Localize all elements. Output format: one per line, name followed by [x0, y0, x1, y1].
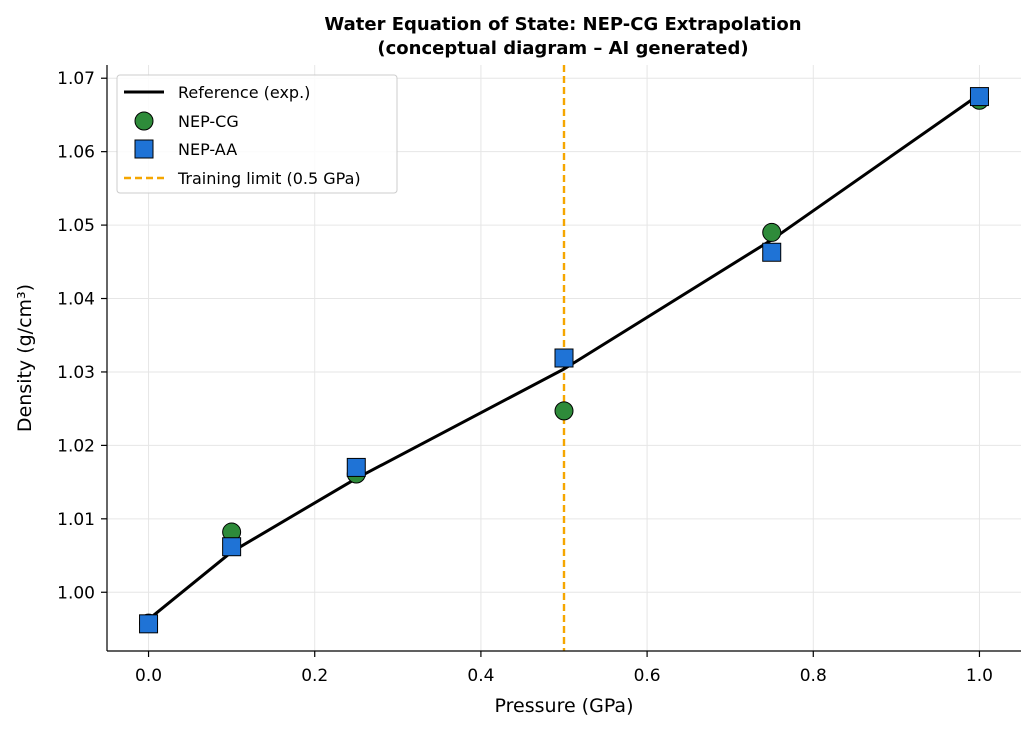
x-tick-label: 0.2 — [301, 666, 328, 686]
chart-subtitle: (conceptual diagram – AI generated) — [377, 38, 748, 59]
reference-line — [147, 93, 981, 621]
y-tick-label: 1.02 — [57, 436, 95, 456]
legend-label-reference: Reference (exp.) — [178, 83, 310, 102]
y-tick-label: 1.07 — [57, 69, 95, 89]
legend-label-training-limit: Training limit (0.5 GPa) — [177, 169, 361, 188]
legend-nep-cg-marker — [134, 111, 154, 131]
nep-aa-point — [969, 87, 989, 107]
y-axis-label: Density (g/cm³) — [14, 284, 36, 432]
series-lines — [147, 93, 981, 621]
y-tick-label: 1.04 — [57, 290, 95, 310]
legend-nep-aa-marker — [134, 139, 154, 159]
nep-aa-point — [222, 537, 242, 557]
markers — [139, 87, 989, 634]
nep-aa-point — [554, 348, 574, 368]
legend: Reference (exp.) NEP-CG NEP-AA Training … — [116, 74, 398, 194]
nep-cg-point — [554, 401, 574, 421]
y-tick-label: 1.01 — [57, 510, 95, 530]
x-ticks: 0.0 0.2 0.4 0.6 0.8 1.0 — [135, 651, 993, 686]
x-tick-label: 1.0 — [966, 666, 993, 686]
y-tick-label: 1.06 — [57, 143, 95, 163]
y-tick-label: 1.05 — [57, 216, 95, 236]
axes — [106, 65, 1021, 652]
legend-frame — [116, 74, 398, 194]
x-axis-label: Pressure (GPa) — [495, 695, 634, 717]
legend-label-nep-cg: NEP-CG — [178, 112, 239, 131]
x-tick-label: 0.4 — [467, 666, 494, 686]
nep-aa-point — [346, 457, 366, 477]
y-tick-label: 1.03 — [57, 363, 95, 383]
x-tick-label: 0.8 — [800, 666, 827, 686]
chart-title: Water Equation of State: NEP-CG Extrapol… — [324, 14, 801, 35]
y-tick-label: 1.00 — [57, 583, 95, 603]
nep-aa-point — [762, 242, 782, 262]
x-tick-label: 0.6 — [634, 666, 661, 686]
nep-cg-point — [762, 222, 782, 242]
legend-label-nep-aa: NEP-AA — [178, 140, 237, 159]
nep-aa-point — [139, 614, 159, 634]
y-ticks: 1.00 1.01 1.02 1.03 1.04 1.05 1.06 1.07 — [57, 69, 107, 603]
x-tick-label: 0.0 — [135, 666, 162, 686]
